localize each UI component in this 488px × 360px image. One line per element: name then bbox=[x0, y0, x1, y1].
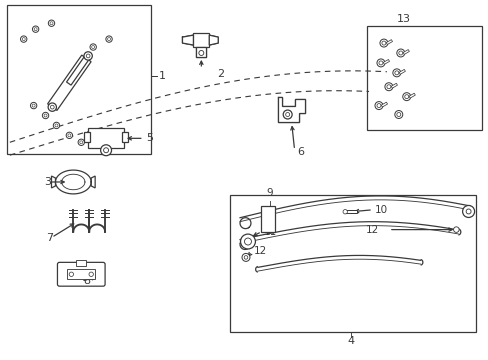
Circle shape bbox=[199, 50, 203, 55]
Circle shape bbox=[32, 26, 39, 32]
Bar bbox=[7, 5, 150, 154]
Circle shape bbox=[69, 272, 73, 276]
Circle shape bbox=[42, 112, 49, 119]
Text: 10: 10 bbox=[374, 205, 387, 215]
Text: 7: 7 bbox=[46, 233, 53, 243]
Polygon shape bbox=[51, 176, 55, 188]
Circle shape bbox=[242, 253, 249, 261]
Polygon shape bbox=[277, 96, 304, 122]
Polygon shape bbox=[47, 55, 91, 111]
Text: 12: 12 bbox=[365, 225, 378, 235]
Circle shape bbox=[404, 95, 408, 99]
Circle shape bbox=[107, 37, 110, 41]
Circle shape bbox=[89, 272, 93, 276]
Text: 2: 2 bbox=[217, 69, 224, 79]
Bar bbox=[84, 132, 90, 142]
Circle shape bbox=[34, 28, 37, 31]
Circle shape bbox=[48, 103, 56, 111]
Circle shape bbox=[376, 59, 384, 67]
Circle shape bbox=[32, 104, 35, 107]
Polygon shape bbox=[209, 35, 218, 45]
Circle shape bbox=[396, 113, 400, 117]
Circle shape bbox=[396, 49, 404, 57]
Circle shape bbox=[386, 85, 390, 89]
Text: 3: 3 bbox=[44, 177, 51, 187]
Bar bbox=[260, 206, 274, 231]
Polygon shape bbox=[66, 56, 89, 85]
Polygon shape bbox=[345, 210, 356, 213]
Circle shape bbox=[50, 22, 53, 25]
Circle shape bbox=[22, 37, 25, 41]
Circle shape bbox=[90, 44, 96, 50]
Polygon shape bbox=[381, 102, 387, 107]
Circle shape bbox=[68, 134, 71, 137]
Circle shape bbox=[376, 104, 380, 108]
Polygon shape bbox=[398, 69, 405, 74]
Circle shape bbox=[374, 102, 382, 109]
Circle shape bbox=[462, 206, 474, 217]
Circle shape bbox=[44, 114, 47, 117]
Circle shape bbox=[285, 113, 289, 117]
Circle shape bbox=[240, 234, 255, 249]
Bar bbox=[76, 260, 86, 266]
Circle shape bbox=[101, 145, 111, 156]
Text: 9: 9 bbox=[266, 188, 273, 198]
Circle shape bbox=[48, 20, 55, 26]
FancyBboxPatch shape bbox=[57, 262, 105, 286]
Text: 1: 1 bbox=[158, 71, 165, 81]
Bar bbox=[230, 195, 475, 332]
Text: 12: 12 bbox=[253, 247, 266, 256]
Circle shape bbox=[78, 139, 84, 145]
Polygon shape bbox=[386, 40, 392, 45]
Circle shape bbox=[465, 209, 470, 214]
Polygon shape bbox=[91, 176, 95, 188]
Polygon shape bbox=[402, 50, 408, 54]
Bar bbox=[122, 132, 128, 142]
Circle shape bbox=[402, 93, 410, 100]
Circle shape bbox=[53, 122, 60, 129]
Circle shape bbox=[86, 54, 90, 58]
Bar bbox=[193, 33, 209, 47]
Text: 8: 8 bbox=[83, 276, 90, 286]
Polygon shape bbox=[408, 93, 414, 98]
Polygon shape bbox=[390, 83, 397, 88]
Circle shape bbox=[378, 61, 382, 65]
Circle shape bbox=[106, 36, 112, 42]
Circle shape bbox=[398, 51, 402, 55]
Circle shape bbox=[379, 39, 387, 47]
Polygon shape bbox=[383, 59, 389, 64]
Circle shape bbox=[50, 105, 54, 109]
Circle shape bbox=[66, 132, 72, 139]
Circle shape bbox=[244, 238, 251, 245]
Circle shape bbox=[103, 148, 108, 153]
Circle shape bbox=[244, 256, 247, 259]
Circle shape bbox=[381, 41, 385, 45]
Circle shape bbox=[20, 36, 27, 42]
Circle shape bbox=[392, 69, 400, 77]
Text: 11: 11 bbox=[264, 226, 277, 237]
Circle shape bbox=[55, 124, 58, 127]
Text: 5: 5 bbox=[145, 133, 152, 143]
Text: 13: 13 bbox=[396, 14, 410, 24]
Polygon shape bbox=[196, 47, 206, 57]
Circle shape bbox=[394, 111, 402, 118]
Circle shape bbox=[394, 71, 398, 75]
Polygon shape bbox=[182, 35, 193, 45]
Circle shape bbox=[30, 102, 37, 109]
Circle shape bbox=[453, 227, 458, 233]
Bar bbox=[67, 269, 95, 279]
Bar bbox=[366, 26, 481, 130]
Bar bbox=[88, 129, 123, 148]
Text: 6: 6 bbox=[297, 147, 304, 157]
Circle shape bbox=[384, 83, 392, 91]
Text: 4: 4 bbox=[347, 336, 354, 346]
Circle shape bbox=[80, 141, 82, 144]
Circle shape bbox=[84, 52, 92, 60]
Circle shape bbox=[283, 110, 291, 119]
Circle shape bbox=[343, 210, 346, 214]
Circle shape bbox=[92, 46, 95, 49]
